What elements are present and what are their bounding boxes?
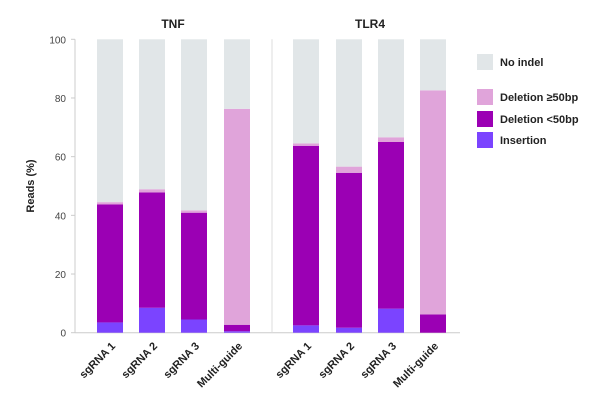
panel-title-tlr4: TLR4 (355, 17, 385, 31)
x-tick-label: Multi-guide (195, 340, 245, 390)
bars (97, 39, 446, 333)
x-tick-label: sgRNA 3 (162, 340, 203, 381)
bar-segment-no-indel (139, 39, 165, 190)
x-tick-label: sgRNA 2 (120, 340, 161, 381)
y-tick-label: 40 (55, 211, 67, 222)
legend-swatch (477, 54, 493, 70)
bar-segment-deletion-50bp (224, 324, 250, 332)
x-tick-label: sgRNA 1 (78, 340, 119, 381)
legend-swatch (477, 89, 493, 105)
x-tick-label: sgRNA 3 (359, 340, 400, 381)
x-tick-label: Multi-guide (391, 340, 441, 390)
bar-segment-deletion-50bp (378, 141, 404, 309)
bar-segment-deletion-50bp (97, 202, 123, 205)
bar-segment-no-indel (97, 39, 123, 203)
y-tick-label: 0 (60, 329, 66, 340)
bar-segment-insertion (181, 319, 207, 333)
y-axis-label: Reads (%) (25, 159, 37, 213)
legend-label: Deletion ≥50bp (500, 92, 578, 104)
y-tick-label: 80 (55, 94, 67, 105)
y-tick-label: 100 (49, 35, 66, 46)
x-tick-label: sgRNA 1 (274, 340, 315, 381)
bar-segment-deletion-50bp (97, 204, 123, 323)
bar-segment-deletion-50bp (420, 314, 446, 333)
bar-segment-deletion-50bp (139, 189, 165, 193)
legend-label: Deletion <50bp (500, 114, 579, 126)
y-tick-label: 60 (55, 153, 67, 164)
bar-segment-no-indel (293, 39, 319, 144)
bar-segment-deletion-50bp (378, 137, 404, 142)
y-tick-label: 20 (55, 270, 67, 281)
bar-segment-insertion (378, 308, 404, 333)
bar-segment-deletion-50bp (420, 90, 446, 315)
bar-segment-deletion-50bp (181, 210, 207, 213)
legend-swatch (477, 111, 493, 127)
bar-segment-insertion (224, 331, 250, 333)
bar-segment-insertion (293, 325, 319, 333)
bar-segment-insertion (97, 322, 123, 333)
bar-segment-deletion-50bp (336, 166, 362, 173)
bar-segment-deletion-50bp (293, 143, 319, 146)
legend: No indel Deletion ≥50bp Deletion <50bp Inse… (477, 54, 579, 148)
bar-segment-deletion-50bp (293, 145, 319, 326)
legend-label: No indel (500, 57, 543, 69)
bar-segment-no-indel (336, 39, 362, 167)
x-tick-label: sgRNA 2 (317, 340, 358, 381)
bar-segment-deletion-50bp (139, 192, 165, 308)
bar-segment-no-indel (420, 39, 446, 91)
bar-segment-no-indel (181, 39, 207, 211)
bar-segment-insertion (139, 307, 165, 333)
panel-title-tnf: TNF (161, 17, 184, 31)
bar-segment-deletion-50bp (336, 172, 362, 328)
legend-swatch (477, 132, 493, 148)
bar-segment-deletion-50bp (224, 108, 250, 325)
bar-segment-no-indel (224, 39, 250, 109)
bar-segment-no-indel (378, 39, 404, 138)
legend-label: Insertion (500, 135, 547, 147)
bar-segment-insertion (336, 327, 362, 333)
bar-segment-deletion-50bp (181, 212, 207, 320)
